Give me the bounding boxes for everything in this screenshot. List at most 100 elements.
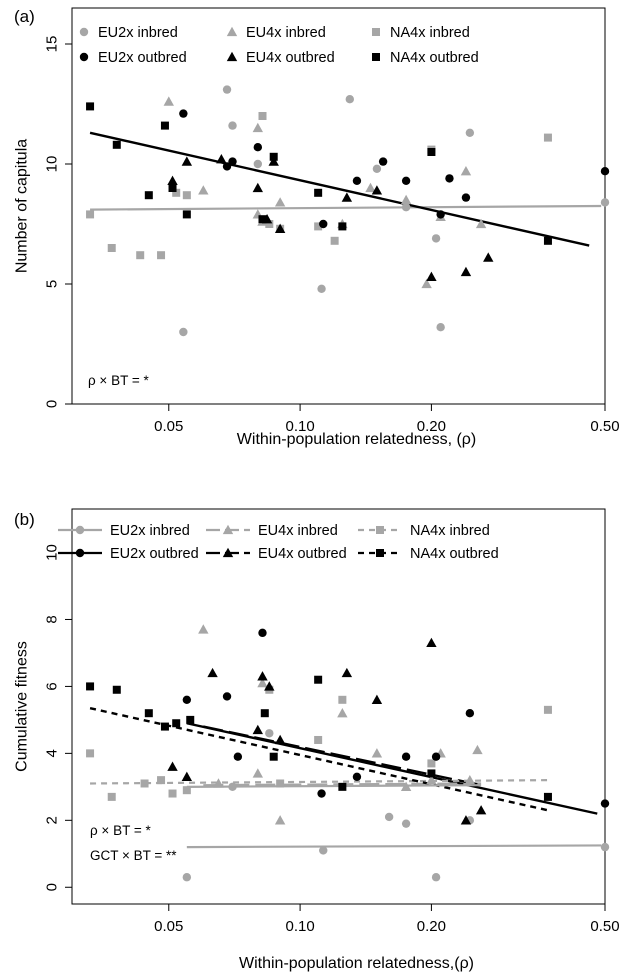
- legend-marker-na4x-outbred: [376, 549, 384, 557]
- data-point-eu4x-inbred: [421, 278, 432, 289]
- x-axis-title: Within-population relatedness, (ρ): [237, 431, 476, 448]
- x-tick-label: 0.05: [154, 918, 183, 935]
- data-point-eu2x-outbred: [600, 799, 610, 808]
- data-point-na4x-inbred: [157, 251, 166, 260]
- fit-line-eu2x-inbred: [186, 844, 602, 849]
- data-point-na4x-outbred: [86, 102, 95, 111]
- data-point-na4x-inbred: [157, 776, 166, 785]
- panel-a-chart: (a) 0 5 10 15 0.05 0.10 0.20 0.50 Within-populati…: [14, 7, 620, 448]
- legend-label-na4x-inbred: NA4x inbred: [410, 523, 490, 539]
- data-point-eu2x-inbred: [372, 164, 382, 173]
- data-point-na4x-inbred: [172, 188, 181, 197]
- data-point-eu2x-outbred: [436, 210, 445, 219]
- data-point-eu4x-inbred: [464, 774, 476, 785]
- data-point-na4x-inbred: [182, 786, 191, 795]
- stats-annotation: ρ × BT = *: [90, 823, 151, 838]
- data-point-eu4x-inbred: [400, 781, 412, 791]
- data-point-na4x-outbred: [112, 685, 121, 694]
- y-tick-label: 0: [44, 400, 61, 408]
- data-point-eu4x-outbred: [371, 694, 383, 704]
- y-tick-label: 2: [44, 816, 61, 824]
- data-point-na4x-outbred: [260, 709, 269, 718]
- legend-marker-eu4x-inbred: [226, 26, 238, 37]
- data-point-eu4x-inbred: [475, 218, 487, 229]
- data-point-eu2x-outbred: [401, 752, 411, 761]
- data-point-na4x-outbred: [112, 140, 121, 149]
- panel-b-chart: (b) 0 2 4 6 8 10 0.05 0.10 0.20 0.50 Within-populat…: [14, 508, 620, 972]
- data-point-eu2x-outbred: [222, 162, 232, 171]
- data-point-eu4x-inbred: [426, 774, 437, 785]
- data-point-na4x-inbred: [276, 779, 285, 788]
- fit-line-outbred-fit: [89, 131, 590, 247]
- data-point-na4x-outbred: [144, 191, 153, 200]
- data-point-eu2x-outbred: [182, 695, 192, 705]
- x-tick-label: 0.50: [590, 918, 619, 935]
- y-tick-label: 8: [44, 615, 61, 623]
- data-point-eu2x-outbred: [431, 752, 441, 761]
- x-tick-label: 0.10: [285, 918, 314, 935]
- data-point-eu2x-outbred: [179, 109, 188, 118]
- data-point-eu2x-inbred: [222, 85, 232, 94]
- data-point-eu2x-inbred: [345, 95, 354, 104]
- legend-marker-eu4x-outbred: [222, 547, 234, 558]
- data-point-eu2x-outbred: [445, 174, 454, 183]
- fit-line-inbred-fit: [90, 204, 602, 211]
- stats-annotation: GCT × BT = **: [90, 848, 177, 863]
- data-point-eu4x-outbred: [264, 681, 275, 691]
- legend-marker-eu4x-outbred: [226, 51, 238, 62]
- data-point-na4x-outbred: [186, 715, 195, 724]
- data-point-na4x-inbred: [338, 695, 347, 704]
- panel-label: (a): [14, 7, 35, 26]
- y-axis-title: Cumulative fitness: [14, 641, 31, 772]
- data-point-eu2x-outbred: [317, 789, 326, 798]
- data-point-eu2x-outbred: [233, 752, 243, 761]
- data-point-eu4x-inbred: [198, 624, 209, 634]
- data-point-eu4x-outbred: [167, 175, 178, 185]
- legend-label-na4x-outbred: NA4x outbred: [390, 50, 479, 66]
- legend-label-eu4x-outbred: EU4x outbred: [258, 546, 347, 562]
- data-point-eu2x-outbred: [222, 692, 232, 701]
- data-point-na4x-outbred: [144, 709, 153, 718]
- legend-marker-na4x-inbred: [372, 28, 380, 36]
- data-point-eu2x-outbred: [253, 143, 263, 152]
- data-point-eu4x-outbred: [483, 252, 494, 262]
- data-point-na4x-inbred: [427, 759, 436, 768]
- y-tick-label: 10: [44, 544, 61, 561]
- data-point-na4x-inbred: [168, 789, 177, 798]
- data-point-eu4x-outbred: [274, 223, 286, 233]
- data-point-eu2x-inbred: [401, 819, 411, 828]
- data-point-eu4x-outbred: [181, 156, 193, 166]
- data-point-eu2x-inbred: [431, 873, 441, 882]
- y-tick-label: 5: [44, 280, 61, 288]
- x-tick-label: 0.05: [154, 418, 183, 435]
- data-point-na4x-outbred: [314, 675, 323, 684]
- x-tick-label: 0.10: [285, 418, 314, 435]
- stats-annotation: ρ × BT = *: [88, 373, 149, 388]
- data-point-eu2x-inbred: [465, 128, 475, 137]
- x-tick-label: 0.20: [417, 418, 446, 435]
- data-point-eu4x-outbred: [460, 815, 472, 825]
- data-point-eu4x-inbred: [274, 815, 286, 825]
- data-point-eu2x-inbred: [600, 842, 610, 852]
- legend-label-eu2x-outbred: EU2x outbred: [98, 50, 187, 66]
- data-point-na4x-inbred: [543, 133, 552, 142]
- data-point-na4x-outbred: [543, 236, 552, 245]
- data-point-eu4x-inbred: [337, 707, 348, 718]
- data-point-eu4x-inbred: [213, 778, 224, 788]
- data-point-na4x-outbred: [427, 148, 436, 156]
- data-point-eu2x-inbred: [265, 729, 274, 738]
- data-point-na4x-outbred: [168, 184, 177, 192]
- data-point-eu4x-inbred: [274, 197, 286, 207]
- data-point-eu2x-outbred: [352, 772, 362, 781]
- data-point-eu4x-outbred: [257, 671, 268, 681]
- data-point-na4x-inbred: [140, 779, 149, 788]
- data-point-na4x-outbred: [258, 215, 267, 224]
- data-point-na4x-outbred: [338, 782, 347, 791]
- data-point-eu2x-inbred: [182, 873, 192, 882]
- data-point-eu2x-inbred: [179, 327, 188, 337]
- data-point-eu2x-inbred: [401, 203, 411, 212]
- data-point-na4x-inbred: [543, 705, 552, 714]
- data-point-eu4x-inbred: [257, 677, 268, 688]
- data-point-eu2x-outbred: [401, 176, 411, 185]
